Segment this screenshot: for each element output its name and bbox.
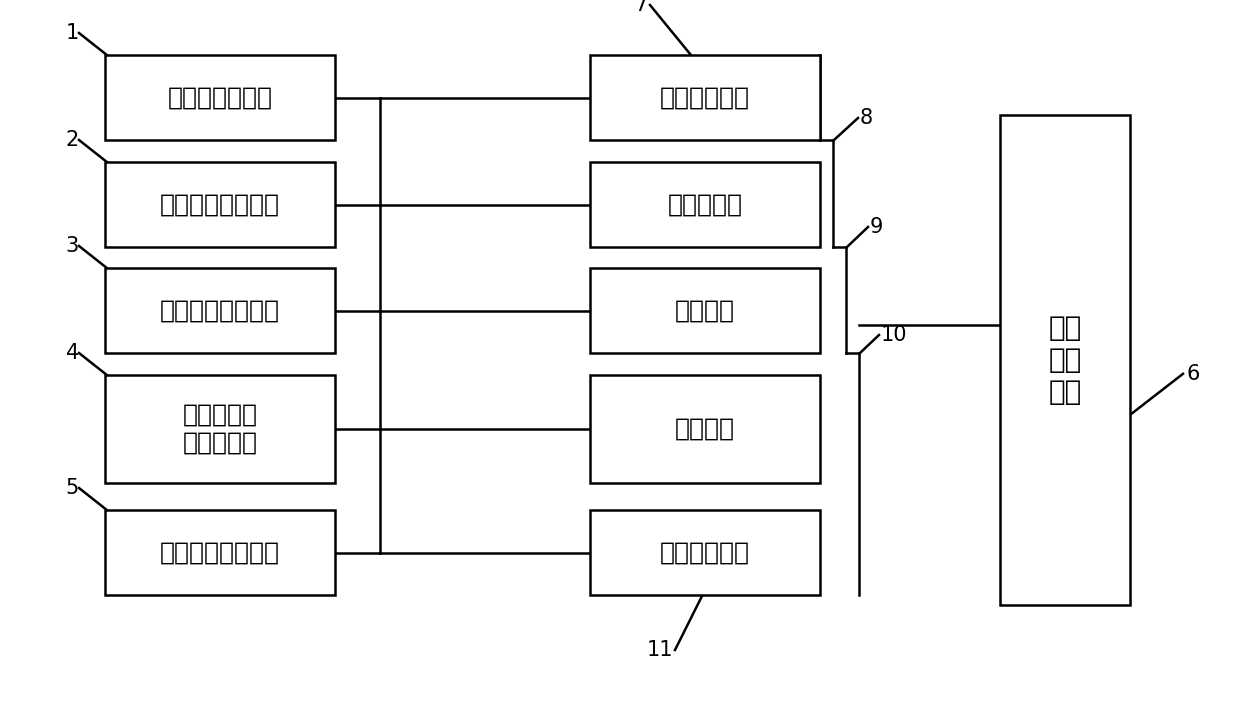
- Bar: [105, 55, 335, 140]
- Text: 机构模块: 机构模块: [675, 298, 735, 323]
- Text: 习惯行为数据库: 习惯行为数据库: [167, 85, 273, 110]
- Text: 习惯行为执
行反馈模块: 习惯行为执 行反馈模块: [182, 403, 258, 455]
- Bar: [105, 268, 335, 353]
- Bar: [590, 162, 820, 247]
- Text: 6: 6: [1185, 364, 1199, 384]
- Text: 平台管理模块: 平台管理模块: [660, 541, 750, 565]
- Text: 2: 2: [66, 130, 79, 150]
- Text: 习惯行为评价模块: 习惯行为评价模块: [160, 541, 280, 565]
- Bar: [105, 375, 335, 483]
- Text: 7: 7: [634, 0, 647, 15]
- Bar: [590, 55, 820, 140]
- Text: 5: 5: [66, 478, 79, 498]
- Text: 8: 8: [861, 108, 873, 128]
- Text: 9: 9: [870, 217, 883, 237]
- Bar: [999, 115, 1130, 605]
- Bar: [590, 375, 820, 483]
- Text: 习惯行为编排模块: 习惯行为编排模块: [160, 298, 280, 323]
- Text: 学校模块: 学校模块: [675, 417, 735, 441]
- Bar: [590, 268, 820, 353]
- Text: 激励
机制
模块: 激励 机制 模块: [1048, 313, 1081, 406]
- Text: 11: 11: [646, 640, 673, 660]
- Bar: [105, 162, 335, 247]
- Text: 1: 1: [66, 23, 79, 43]
- Text: 10: 10: [880, 325, 908, 345]
- Bar: [590, 510, 820, 595]
- Text: 3: 3: [66, 236, 79, 256]
- Bar: [105, 510, 335, 595]
- Text: 养成对象模块: 养成对象模块: [660, 85, 750, 110]
- Text: 习惯行为收集模块: 习惯行为收集模块: [160, 193, 280, 217]
- Text: 干系人模块: 干系人模块: [667, 193, 743, 217]
- Text: 4: 4: [66, 343, 79, 363]
